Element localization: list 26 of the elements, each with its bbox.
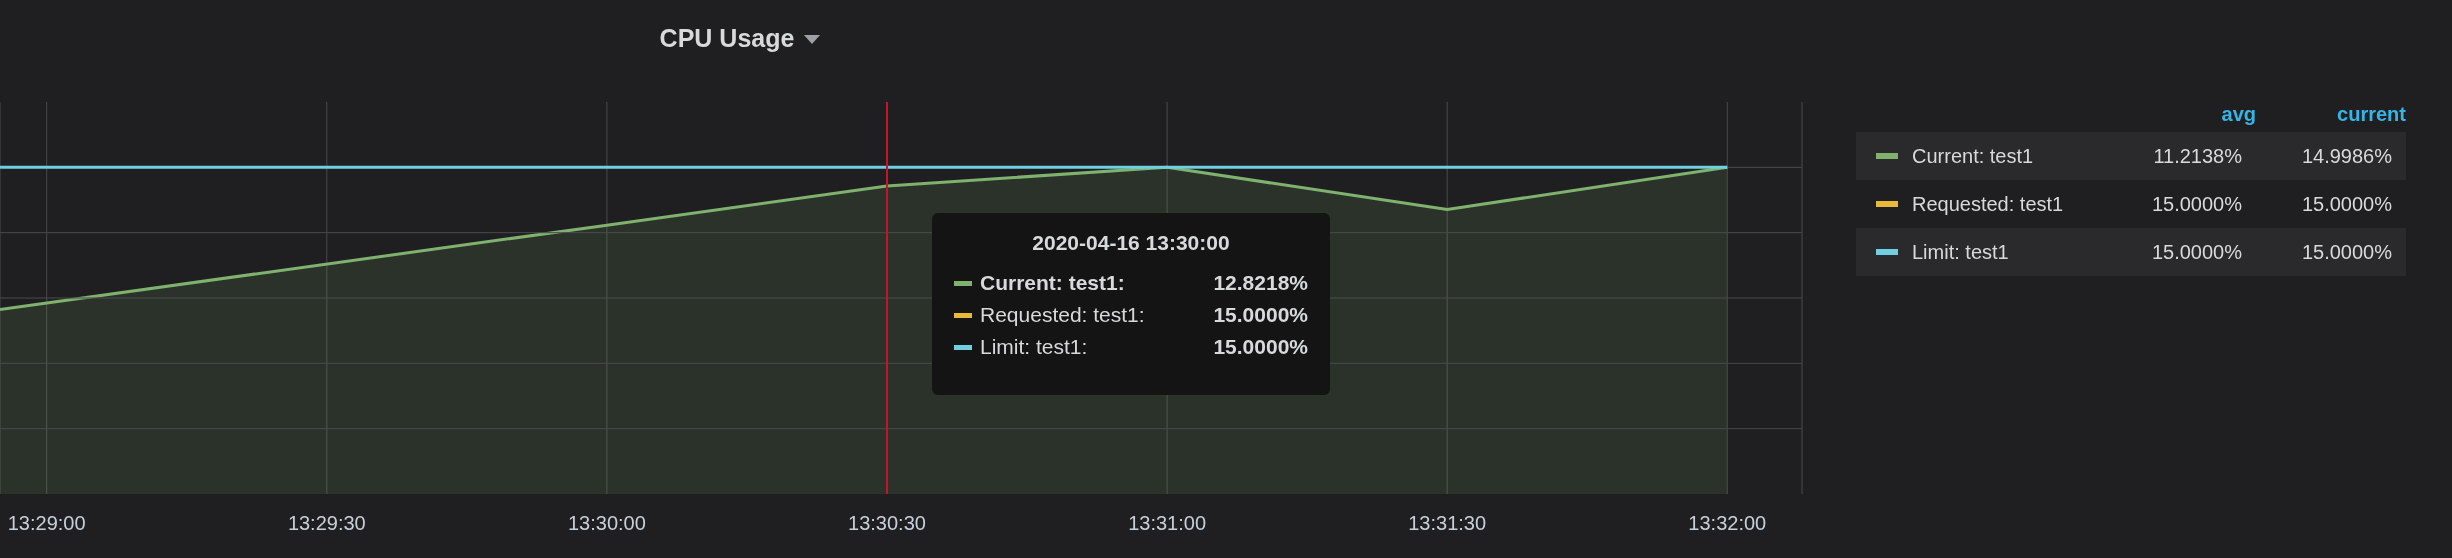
- annotation: 15.0000%: [1213, 303, 1308, 327]
- legend-label: Current: test1: [1912, 144, 2035, 168]
- x-tick-label: 13:29:30: [287, 512, 366, 535]
- text: 15.0000%: [2150, 192, 2242, 216]
- annotation: Current: test1:: [980, 271, 1126, 295]
- text: 15.0000%: [2300, 192, 2392, 216]
- annotation: 12.8218%: [1213, 271, 1308, 295]
- x-tick-label: 13:30:00: [567, 512, 646, 535]
- text: 14.9986%: [2300, 144, 2392, 168]
- annotation: 2020-04-16 13:30:00: [1031, 231, 1231, 255]
- x-tick-label: 13:31:00: [1128, 512, 1207, 535]
- text: current: [2336, 102, 2406, 126]
- text: 11.2138%: [2152, 144, 2242, 168]
- annotation: Limit: test1:: [980, 335, 1089, 359]
- legend-label: Limit: test1: [1912, 240, 2010, 264]
- x-tick-label: 13:32:00: [1688, 512, 1767, 535]
- annotation: 15.0000%: [1213, 335, 1308, 359]
- chart-title: CPU Usage: [659, 24, 795, 52]
- text: 15.0000%: [2300, 240, 2392, 264]
- text: 15.0000%: [2150, 240, 2242, 264]
- x-tick-label: 13:29:00: [7, 512, 86, 535]
- legend-label: Requested: test1: [1912, 192, 2065, 216]
- x-tick-label: 13:31:30: [1408, 512, 1487, 535]
- x-tick-label: 13:30:30: [848, 512, 926, 535]
- annotation: Requested: test1:: [980, 303, 1146, 327]
- text: avg: [2220, 102, 2256, 126]
